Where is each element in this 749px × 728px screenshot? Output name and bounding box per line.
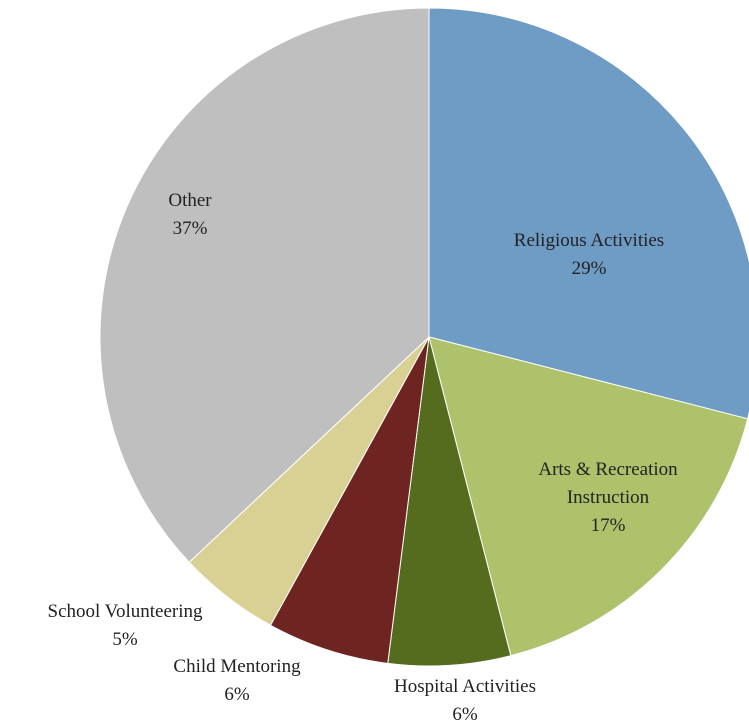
value-label: 5% bbox=[112, 629, 138, 650]
category-label: Child Mentoring bbox=[173, 656, 301, 677]
slice-label: Other 37% bbox=[168, 187, 211, 243]
pie-slice bbox=[269, 336, 430, 664]
value-label: 6% bbox=[452, 704, 478, 725]
category-label: Other bbox=[168, 190, 212, 211]
slice-label: School Volunteering 5% bbox=[48, 598, 203, 654]
slice-label: Child Mentoring 6% bbox=[173, 653, 300, 709]
slice-label: Hospital Activities 6% bbox=[394, 673, 536, 728]
pie-slice bbox=[99, 7, 430, 563]
value-label: 6% bbox=[224, 684, 250, 705]
value-label: 37% bbox=[172, 218, 208, 239]
category-label: Hospital Activities bbox=[394, 676, 536, 697]
slice-label: Religious Activities 29% bbox=[514, 227, 664, 283]
value-label: 17% bbox=[590, 515, 626, 536]
category-label: Religious Activities bbox=[513, 230, 665, 251]
pie-slice bbox=[428, 7, 749, 420]
value-label: 29% bbox=[571, 258, 607, 279]
pie-slice bbox=[428, 336, 749, 657]
category-label: Arts & Recreation Instruction bbox=[538, 459, 678, 508]
pie-slice bbox=[387, 336, 512, 667]
slice-label: Arts & Recreation Instruction 17% bbox=[513, 456, 703, 540]
category-label: School Volunteering bbox=[47, 601, 203, 622]
